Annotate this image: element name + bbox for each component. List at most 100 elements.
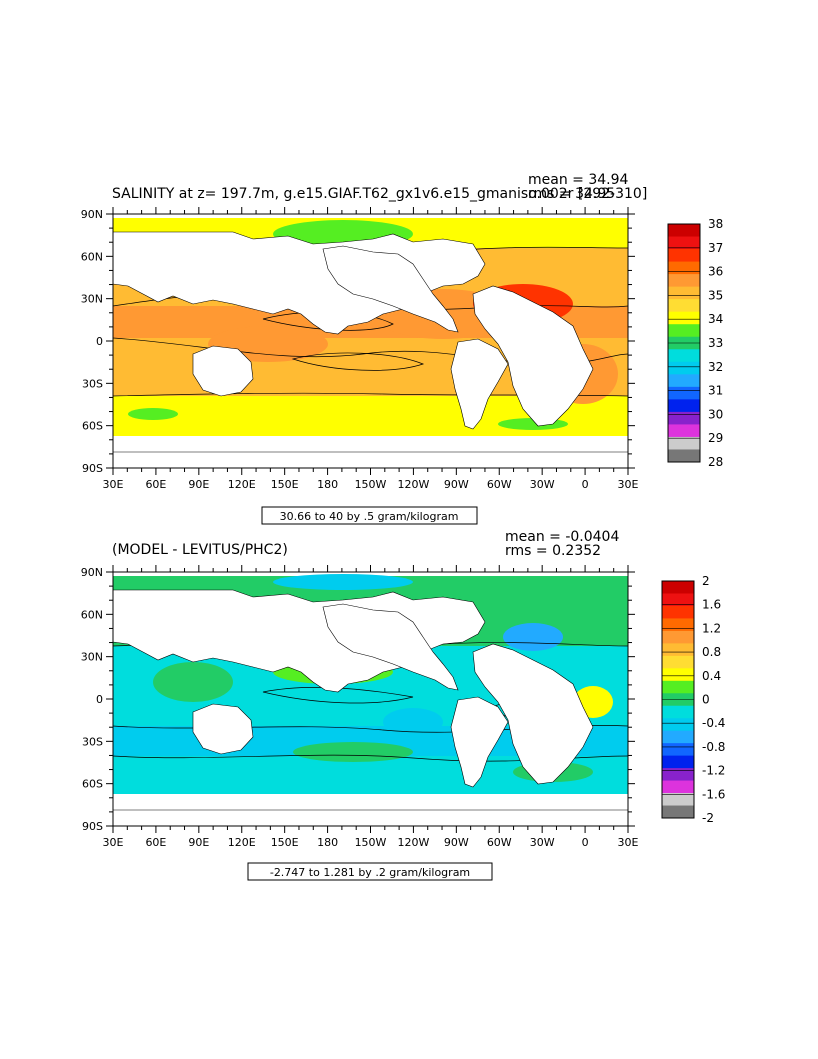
colorbar-swatch (662, 643, 694, 657)
lon-tick-label: 60E (145, 478, 166, 491)
lon-tick-label: 60E (145, 836, 166, 849)
colorbar-swatch (662, 630, 694, 644)
colorbar-swatch (668, 411, 700, 425)
salinity-map (112, 213, 629, 469)
lon-tick-label: 30E (618, 478, 639, 491)
colorbar-swatch (668, 449, 700, 463)
lon-tick-label: 30E (618, 836, 639, 849)
lon-tick-label: 150E (271, 836, 299, 849)
lon-tick-label: 0 (582, 836, 589, 849)
mean-label: mean = 34.94 (528, 172, 629, 188)
colorbar-swatch (668, 236, 700, 250)
lon-tick-label: 180 (317, 836, 338, 849)
lat-tick-label: 30S (82, 735, 103, 748)
colorbar-swatch (668, 286, 700, 300)
lat-tick-label: 0 (96, 335, 103, 348)
lat-tick-label: 90N (81, 208, 103, 221)
lon-tick-label: 0 (582, 478, 589, 491)
colorbar-swatch (668, 374, 700, 388)
lat-tick-label: 60N (81, 608, 103, 621)
colorbar-swatch (662, 743, 694, 757)
colorbar-label: -1.6 (702, 787, 725, 801)
colorbar-swatch (662, 668, 694, 682)
lat-tick-label: 60N (81, 250, 103, 263)
salinity-colorbar: 38 37 36 35 34 33 32 31 30 29 28 (667, 217, 723, 469)
colorbar-label: 0.8 (702, 645, 721, 659)
colorbar-swatch (668, 361, 700, 375)
rms-label: rms = 34.95 (528, 186, 615, 202)
salinity-panel: mean = 34.94 rms = 34.95 SALINITY at z= … (81, 172, 723, 525)
colorbar-label: 37 (708, 241, 723, 255)
colorbar-swatch (662, 718, 694, 732)
lon-tick-label: 150E (271, 478, 299, 491)
range-label: 30.66 to 40 by .5 gram/kilogram (280, 510, 459, 523)
colorbar-swatch (668, 349, 700, 363)
colorbar-swatch (668, 424, 700, 438)
colorbar-swatch (668, 224, 700, 237)
lat-tick-label: 60S (82, 778, 103, 791)
colorbar-swatch (662, 780, 694, 794)
colorbar-label: -1.2 (702, 764, 725, 778)
lon-tick-label: 120W (397, 478, 429, 491)
colorbar-swatch (668, 274, 700, 288)
colorbar-label: 30 (708, 407, 723, 421)
colorbar-swatch (668, 436, 700, 450)
lat-tick-label: 90S (82, 462, 103, 475)
colorbar-swatch (668, 311, 700, 325)
lon-tick-label: 90W (444, 836, 469, 849)
lon-tick-label: 120E (228, 478, 256, 491)
colorbar-swatch (662, 705, 694, 719)
colorbar-swatch (662, 680, 694, 694)
colorbar-label: 29 (708, 431, 723, 445)
range-box: -2.747 to 1.281 by .2 gram/kilogram (247, 862, 493, 881)
colorbar-label: 28 (708, 455, 723, 469)
colorbar-label: 31 (708, 384, 723, 398)
colorbar-swatch (668, 299, 700, 313)
colorbar-swatch (668, 249, 700, 262)
colorbar-swatch (662, 730, 694, 744)
lat-tick-label: 90N (81, 566, 103, 579)
lon-tick-label: 90E (188, 478, 209, 491)
panel-title: SALINITY at z= 197.7m, g.e15.GIAF.T62_gx… (112, 186, 647, 202)
lon-tick-label: 30E (103, 836, 124, 849)
lat-tick-label: 30S (82, 377, 103, 390)
colorbar-label: 0.4 (702, 669, 721, 683)
lon-tick-label: 150W (355, 836, 387, 849)
lat-tick-label: 30N (81, 651, 103, 664)
colorbar-swatch (668, 399, 700, 413)
colorbar-label: 2 (702, 574, 710, 588)
colorbar-label: 38 (708, 217, 723, 231)
lat-tick-label: 0 (96, 693, 103, 706)
colorbar-label: 32 (708, 360, 723, 374)
colorbar-label: 35 (708, 288, 723, 302)
colorbar-label: -0.4 (702, 716, 725, 730)
colorbar-swatch (662, 755, 694, 769)
lon-tick-label: 180 (317, 478, 338, 491)
lon-tick-label: 60W (487, 478, 512, 491)
lon-tick-label: 150W (355, 478, 387, 491)
difference-colorbar: 2 1.6 1.2 0.8 0.4 0 -0.4 -0.8 -1.2 -1.6 -2 (661, 574, 725, 825)
colorbar-swatch (668, 324, 700, 338)
colorbar-swatch (668, 386, 700, 400)
lat-tick-label: 60S (82, 420, 103, 433)
colorbar-swatch (662, 618, 694, 632)
range-box: 30.66 to 40 by .5 gram/kilogram (261, 506, 478, 525)
colorbar-swatch (662, 593, 694, 607)
colorbar-label: 33 (708, 336, 723, 350)
rms-label: rms = 0.2352 (505, 543, 601, 559)
colorbar-swatch (668, 261, 700, 275)
colorbar-swatch (662, 581, 694, 594)
lon-tick-label: 90E (188, 836, 209, 849)
colorbar-label: -2 (702, 811, 714, 825)
colorbar-label: 1.6 (702, 598, 721, 612)
mean-label: mean = -0.0404 (505, 529, 619, 545)
colorbar-swatch (662, 768, 694, 781)
lon-tick-label: 30E (103, 478, 124, 491)
difference-map (112, 571, 629, 827)
lon-tick-label: 60W (487, 836, 512, 849)
lon-tick-label: 120W (397, 836, 429, 849)
range-label: -2.747 to 1.281 by .2 gram/kilogram (270, 866, 470, 879)
difference-panel: mean = -0.0404 rms = 0.2352 (MODEL - LEV… (81, 529, 725, 881)
